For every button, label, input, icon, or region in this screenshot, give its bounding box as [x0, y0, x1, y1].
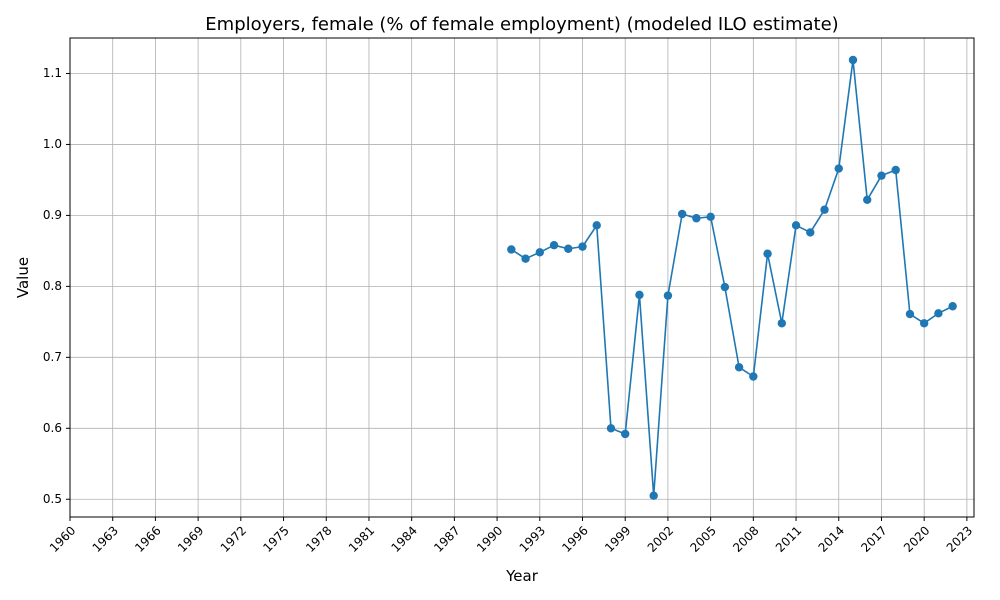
- data-point: [535, 248, 544, 257]
- x-axis-title: Year: [505, 567, 539, 585]
- y-tick-label: 0.5: [43, 492, 62, 506]
- y-axis-ticks: 0.5 0.6 0.7 0.8 0.9 1.0 1.1: [43, 66, 70, 506]
- data-point: [806, 228, 815, 237]
- grid: [69, 38, 974, 517]
- data-point: [863, 195, 872, 204]
- series-line: [510, 59, 954, 497]
- x-tick-label: 1993: [517, 523, 548, 554]
- x-tick-label: 1981: [346, 523, 377, 554]
- x-tick-label: 1987: [431, 523, 462, 554]
- data-point: [905, 309, 915, 319]
- data-point: [507, 245, 516, 254]
- x-tick-label: 1996: [559, 523, 590, 554]
- data-point: [848, 55, 858, 65]
- data-point: [720, 282, 730, 292]
- x-tick-label: 2005: [687, 523, 718, 554]
- data-point: [891, 165, 900, 175]
- data-point: [549, 241, 559, 250]
- y-tick-label: 1.1: [43, 66, 62, 80]
- data-point: [521, 254, 530, 263]
- data-point: [663, 291, 673, 300]
- series-layer: [507, 55, 957, 500]
- data-point: [948, 302, 957, 311]
- x-axis-ticks: 1960 1963 1966 1969 1972 1975 1978 1981 1984 1987…: [47, 517, 975, 555]
- data-point: [621, 429, 630, 439]
- x-tick-label: 2014: [816, 523, 847, 554]
- data-point: [606, 424, 616, 433]
- x-tick-label: 2008: [730, 523, 761, 554]
- y-tick-label: 0.8: [43, 279, 62, 293]
- x-tick-label: 1960: [47, 523, 78, 554]
- y-tick-label: 0.7: [43, 350, 62, 364]
- data-point: [635, 290, 644, 300]
- y-axis-title: Value: [14, 257, 32, 298]
- data-point: [919, 319, 929, 328]
- x-tick-label: 2020: [901, 523, 932, 554]
- x-tick-label: 1999: [602, 523, 633, 554]
- data-point: [749, 372, 758, 381]
- x-tick-label: 1990: [474, 523, 505, 554]
- x-tick-label: 1975: [260, 523, 291, 554]
- data-point: [834, 164, 843, 173]
- y-tick-label: 1.0: [43, 137, 62, 151]
- y-tick-label: 0.9: [43, 208, 62, 222]
- x-tick-label: 2002: [645, 523, 676, 554]
- x-tick-label: 1984: [389, 523, 420, 554]
- data-point: [777, 319, 787, 328]
- data-point: [578, 242, 587, 251]
- x-tick-label: 2017: [858, 523, 889, 554]
- x-tick-label: 1969: [175, 523, 206, 554]
- chart-title: Employers, female (% of female employmen…: [205, 14, 838, 35]
- data-point: [734, 363, 744, 372]
- data-point: [649, 491, 658, 500]
- data-point: [677, 209, 687, 219]
- data-point: [791, 221, 801, 230]
- data-point: [592, 221, 601, 230]
- data-point: [934, 309, 943, 318]
- x-tick-label: 1966: [132, 523, 163, 554]
- plot-area-frame: [69, 37, 975, 518]
- y-tick-label: 0.6: [43, 421, 62, 435]
- x-tick-label: 1972: [218, 523, 249, 554]
- data-point: [820, 205, 829, 214]
- x-tick-label: 2011: [773, 523, 804, 554]
- data-point: [763, 249, 772, 258]
- data-point: [706, 212, 715, 222]
- x-tick-label: 2023: [944, 523, 975, 554]
- x-tick-label: 1978: [303, 523, 334, 554]
- x-tick-label: 1963: [90, 523, 121, 554]
- data-point: [877, 171, 886, 180]
- data-point: [692, 214, 701, 223]
- data-point: [564, 244, 573, 253]
